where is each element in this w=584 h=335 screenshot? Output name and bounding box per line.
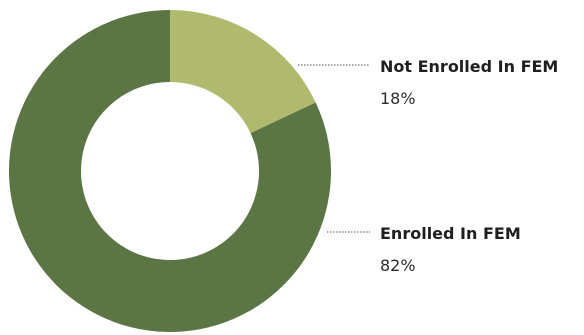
slice-enrolled — [8, 10, 331, 332]
label-enrolled-value: 82% — [380, 256, 416, 275]
label-not-enrolled-value: 18% — [380, 89, 416, 108]
label-enrolled-name: Enrolled In FEM — [380, 224, 521, 243]
label-not-enrolled-name: Not Enrolled In FEM — [380, 57, 558, 76]
slice-not-enrolled — [170, 10, 316, 134]
donut-slices — [8, 10, 331, 332]
